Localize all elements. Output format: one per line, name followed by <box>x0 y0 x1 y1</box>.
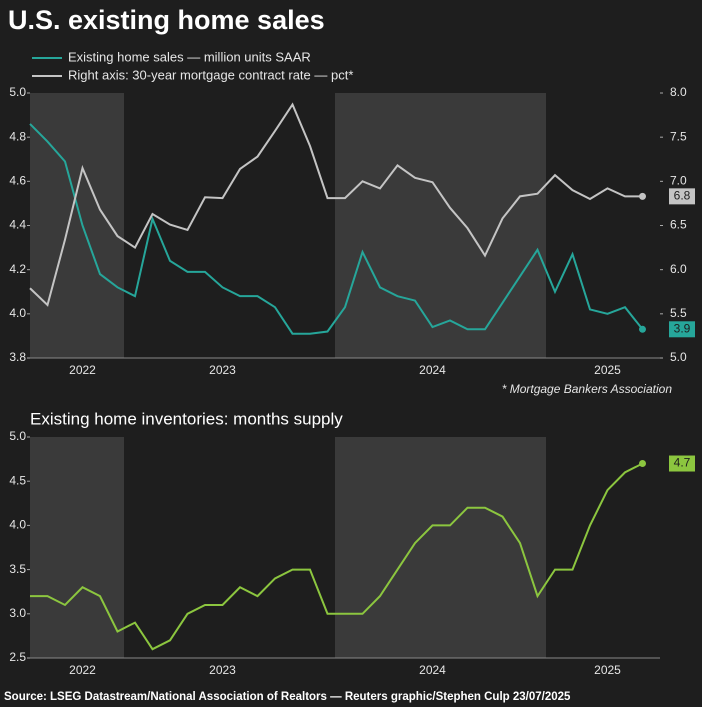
y-tick-label: 7.0 <box>670 174 687 188</box>
chart-title: Existing home inventories: months supply <box>30 409 343 428</box>
line <box>30 462 643 651</box>
y-tick-label: 7.5 <box>670 129 687 143</box>
year-band <box>30 93 124 358</box>
y-tick-label: 5.0 <box>9 429 26 443</box>
y-tick-label: 4.4 <box>9 218 26 232</box>
legend-label: Right axis: 30-year mortgage contract ra… <box>68 67 353 82</box>
page-title: U.S. existing home sales <box>8 5 325 35</box>
value-label-box <box>669 455 695 472</box>
y-tick-label: 4.2 <box>9 262 26 276</box>
year-band <box>335 437 546 658</box>
y-tick-label: 4.5 <box>9 473 26 487</box>
y-tick-label: 5.5 <box>670 306 687 320</box>
x-tick-label: 2023 <box>209 663 236 677</box>
line <box>29 102 643 307</box>
value-label: 3.9 <box>674 321 691 335</box>
x-tick-label: 2024 <box>419 363 446 377</box>
year-band <box>30 437 124 658</box>
y-tick-label: 4.6 <box>9 174 26 188</box>
y-tick-label: 3.5 <box>9 562 26 576</box>
source: Source: LSEG Datastream/National Associa… <box>4 691 571 703</box>
end-dot <box>639 460 646 468</box>
y-tick-label: 8.0 <box>670 85 687 99</box>
x-tick-label: 2024 <box>419 663 446 677</box>
x-tick-label: 2023 <box>209 363 236 377</box>
y-tick-label: 5.0 <box>9 85 26 99</box>
year-band <box>335 93 546 358</box>
line <box>29 123 644 335</box>
y-tick-label: 4.0 <box>9 306 26 320</box>
value-label-box <box>669 321 695 338</box>
y-tick-label: 5.0 <box>670 350 687 364</box>
y-tick-label: 2.5 <box>9 650 26 664</box>
end-dot <box>639 325 646 333</box>
y-tick-label: 3.0 <box>9 606 26 620</box>
end-dot <box>639 192 646 200</box>
value-label-box <box>669 188 695 205</box>
y-tick-label: 4.0 <box>9 518 26 532</box>
y-tick-label: 3.8 <box>9 350 26 364</box>
x-tick-label: 2022 <box>69 363 96 377</box>
y-tick-label: 4.8 <box>9 129 26 143</box>
legend-label: Existing home sales — million units SAAR <box>68 49 311 64</box>
footnote: * Mortgage Bankers Association <box>502 382 673 396</box>
x-tick-label: 2025 <box>594 363 621 377</box>
y-tick-label: 6.5 <box>670 218 687 232</box>
value-label: 6.8 <box>674 189 691 203</box>
x-tick-label: 2025 <box>594 663 621 677</box>
x-tick-label: 2022 <box>69 663 96 677</box>
value-label: 4.7 <box>674 456 691 470</box>
y-tick-label: 6.0 <box>670 262 687 276</box>
